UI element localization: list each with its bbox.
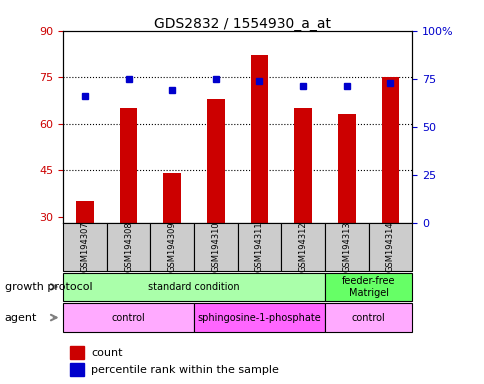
Text: GSM194311: GSM194311 [255,222,263,272]
FancyBboxPatch shape [324,303,411,332]
Text: GSM194307: GSM194307 [80,221,89,272]
Text: GSM194310: GSM194310 [211,222,220,272]
FancyBboxPatch shape [324,273,411,301]
Bar [368,223,411,271]
Bar [324,223,368,271]
Bar [76,201,93,223]
Text: feeder-free
Matrigel: feeder-free Matrigel [341,276,394,298]
Text: GSM194313: GSM194313 [342,221,350,272]
Bar [70,363,84,376]
Bar [163,173,181,223]
Bar [70,346,84,359]
Text: growth protocol: growth protocol [5,282,92,292]
Text: sphingosine-1-phosphate: sphingosine-1-phosphate [197,313,321,323]
FancyBboxPatch shape [63,303,194,332]
Text: agent: agent [5,313,37,323]
Bar [207,99,224,223]
Bar [63,223,106,271]
Text: standard condition: standard condition [148,282,239,292]
Bar [120,108,137,223]
Bar [337,114,355,223]
Bar [250,56,268,223]
FancyBboxPatch shape [194,303,324,332]
Text: percentile rank within the sample: percentile rank within the sample [91,365,278,375]
Bar [237,223,281,271]
Bar [281,223,324,271]
Bar [381,77,398,223]
Text: control: control [351,313,385,323]
Text: GDS2832 / 1554930_a_at: GDS2832 / 1554930_a_at [154,17,330,31]
Text: GSM194312: GSM194312 [298,222,307,272]
Bar [150,223,194,271]
Text: GSM194309: GSM194309 [167,222,176,272]
Bar [106,223,150,271]
Bar [194,223,237,271]
Text: count: count [91,348,122,358]
Text: GSM194308: GSM194308 [124,221,133,272]
Bar [294,108,311,223]
FancyBboxPatch shape [63,273,324,301]
Text: control: control [111,313,145,323]
Text: GSM194314: GSM194314 [385,222,394,272]
